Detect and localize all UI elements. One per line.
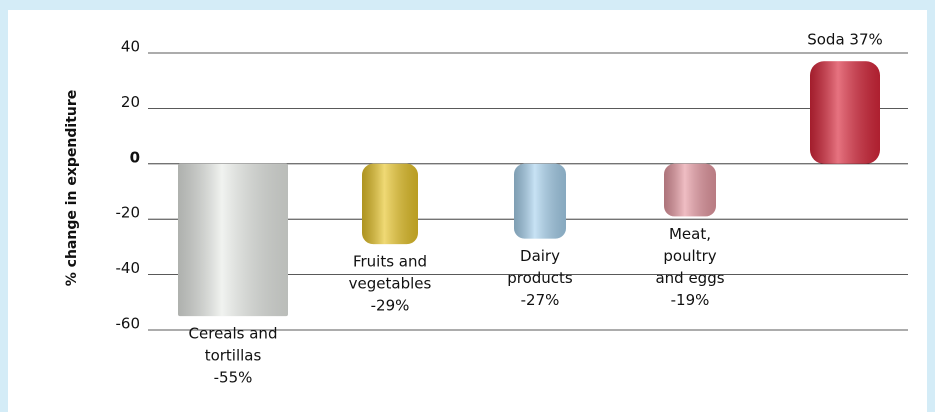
- bar-shine: [362, 163, 418, 245]
- panel: [8, 10, 927, 412]
- category-label: and eggs: [655, 269, 724, 287]
- category-label: Dairy: [520, 247, 560, 265]
- value-label: -55%: [214, 369, 253, 387]
- y-tick-label: 20: [121, 93, 140, 111]
- category-label: Soda 37%: [807, 30, 883, 48]
- bar-shine: [178, 163, 288, 317]
- bar-shine: [810, 61, 880, 164]
- category-label: tortillas: [205, 347, 262, 365]
- y-tick-label: -20: [116, 204, 141, 222]
- category-label: Meat,: [669, 225, 711, 243]
- y-tick-label: -60: [116, 315, 141, 333]
- y-tick-label: -40: [116, 259, 141, 277]
- category-label: poultry: [663, 247, 716, 265]
- value-label: -29%: [371, 297, 410, 315]
- bar-shine: [514, 163, 566, 239]
- value-label: -27%: [521, 291, 560, 309]
- y-tick-label: 40: [121, 38, 140, 56]
- value-label: -19%: [671, 291, 710, 309]
- bar-shine: [664, 163, 716, 217]
- y-tick-label: 0: [130, 148, 140, 166]
- category-label: vegetables: [349, 275, 432, 293]
- category-label: Cereals and: [189, 325, 278, 343]
- value-label: 37%: [849, 30, 882, 48]
- category-label: Fruits and: [353, 253, 427, 271]
- y-axis-label: % change in expenditure: [64, 90, 80, 287]
- category-label: products: [507, 269, 573, 287]
- category-name: Soda: [807, 30, 844, 48]
